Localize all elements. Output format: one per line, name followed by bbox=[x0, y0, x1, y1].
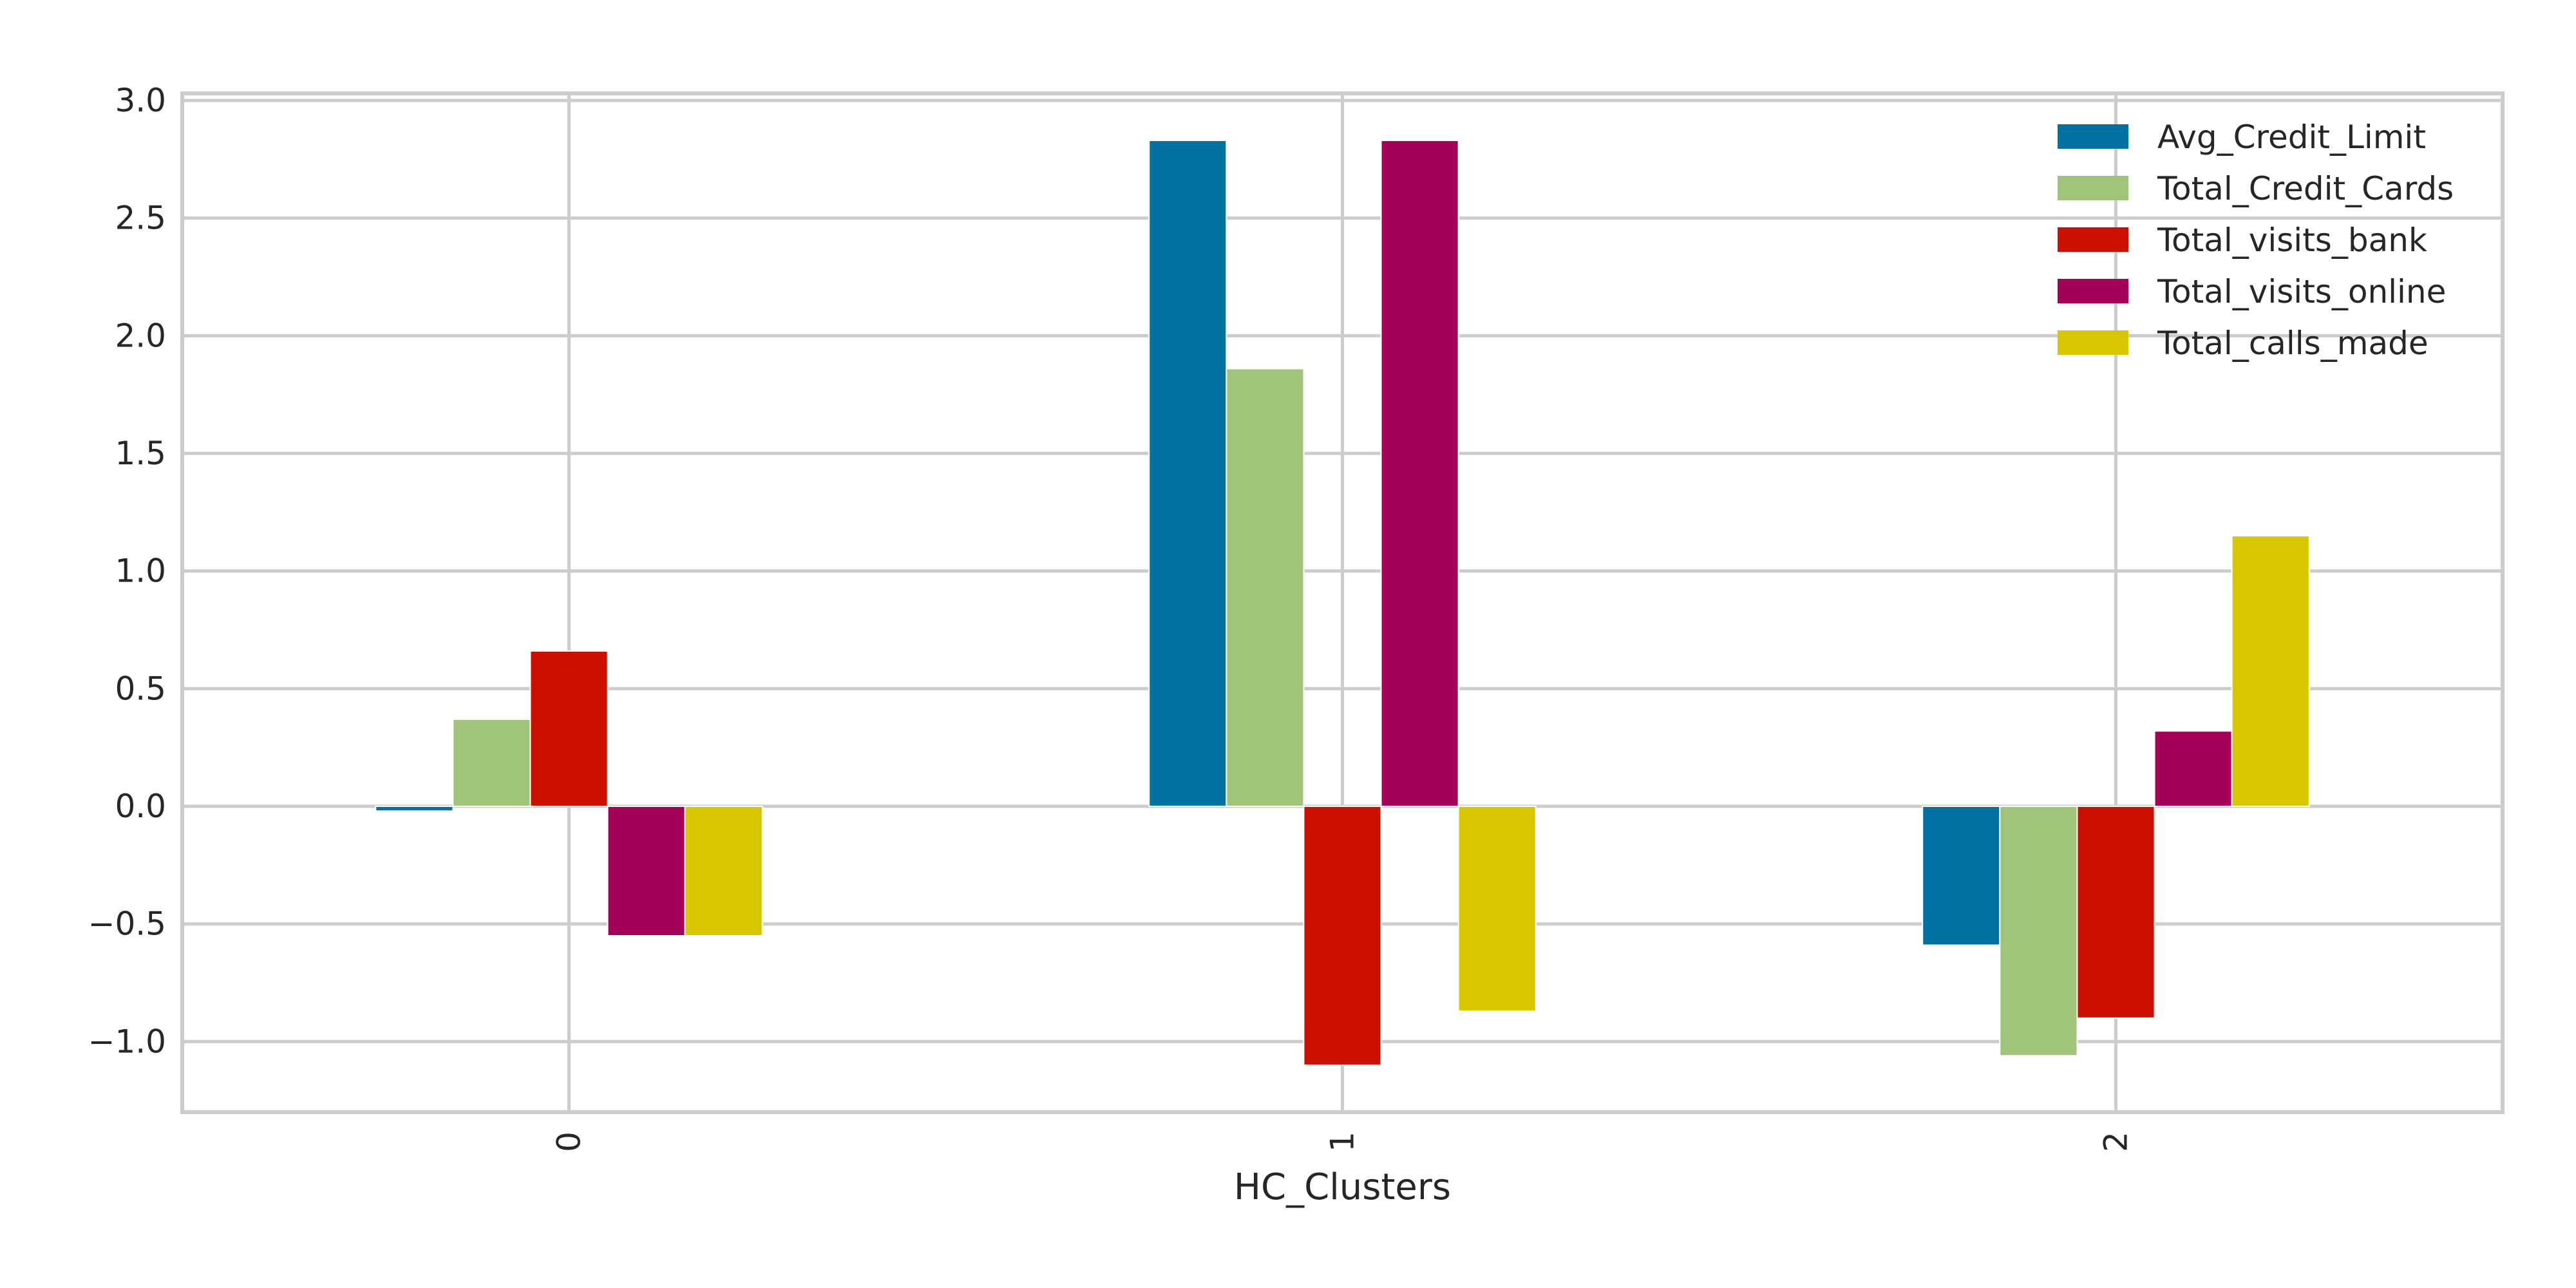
legend-swatch bbox=[2058, 279, 2128, 303]
bar-total-visits-bank-cluster-1 bbox=[1303, 806, 1382, 1066]
bar-avg-credit-limit-cluster-0 bbox=[375, 806, 454, 812]
legend-swatch bbox=[2058, 227, 2128, 252]
y-tick-label: 1.5 bbox=[115, 435, 166, 472]
y-tick-label: 0.0 bbox=[115, 788, 166, 825]
y-tick-label: −0.5 bbox=[88, 905, 166, 943]
legend-swatch bbox=[2058, 124, 2128, 149]
y-axis-ticks: 3.0 2.5 2.0 1.5 1.0 0.5 0.0 −0.5 −1.0 bbox=[88, 82, 166, 1060]
bar-total-visits-online-cluster-0 bbox=[607, 806, 686, 936]
legend-label: Total_Credit_Cards bbox=[2157, 170, 2454, 207]
x-tick-label: 0 bbox=[551, 1132, 588, 1152]
x-axis-ticks: 0 1 2 bbox=[551, 1132, 2135, 1152]
x-tick-label: 1 bbox=[1324, 1132, 1361, 1152]
legend-swatch bbox=[2058, 176, 2128, 200]
y-tick-label: 0.5 bbox=[115, 670, 166, 707]
y-tick-label: 1.0 bbox=[115, 553, 166, 590]
bar-total-credit-cards-cluster-2 bbox=[1999, 806, 2078, 1057]
bar-total-credit-cards-cluster-1 bbox=[1226, 368, 1305, 808]
y-tick-label: 3.0 bbox=[115, 82, 166, 119]
y-tick-label: −1.0 bbox=[88, 1023, 166, 1060]
bars bbox=[375, 140, 2310, 1066]
bar-total-calls-made-cluster-1 bbox=[1457, 806, 1537, 1012]
legend-label: Avg_Credit_Limit bbox=[2157, 118, 2426, 156]
bar-total-calls-made-cluster-2 bbox=[2231, 535, 2310, 808]
legend-label: Total_visits_bank bbox=[2157, 222, 2427, 259]
x-axis-label: HC_Clusters bbox=[1234, 1166, 1451, 1208]
legend-label: Total_visits_online bbox=[2157, 273, 2446, 310]
bar-total-calls-made-cluster-0 bbox=[684, 806, 763, 936]
bar-total-visits-online-cluster-2 bbox=[2154, 730, 2233, 808]
bar-total-visits-bank-cluster-0 bbox=[529, 650, 609, 808]
y-tick-label: 2.5 bbox=[115, 200, 166, 237]
y-tick-label: 2.0 bbox=[115, 317, 166, 354]
legend-swatch bbox=[2058, 330, 2128, 355]
bar-total-visits-bank-cluster-2 bbox=[2076, 806, 2155, 1019]
x-tick-label: 2 bbox=[2098, 1132, 2135, 1152]
bar-total-credit-cards-cluster-0 bbox=[452, 718, 531, 808]
legend: Avg_Credit_Limit Total_Credit_Cards Total_… bbox=[2058, 118, 2454, 362]
bar-total-visits-online-cluster-1 bbox=[1380, 140, 1459, 808]
plot-frame bbox=[180, 91, 2505, 1114]
bar-avg-credit-limit-cluster-1 bbox=[1148, 140, 1227, 808]
legend-label: Total_calls_made bbox=[2157, 325, 2429, 362]
bar-avg-credit-limit-cluster-2 bbox=[1922, 806, 2001, 946]
